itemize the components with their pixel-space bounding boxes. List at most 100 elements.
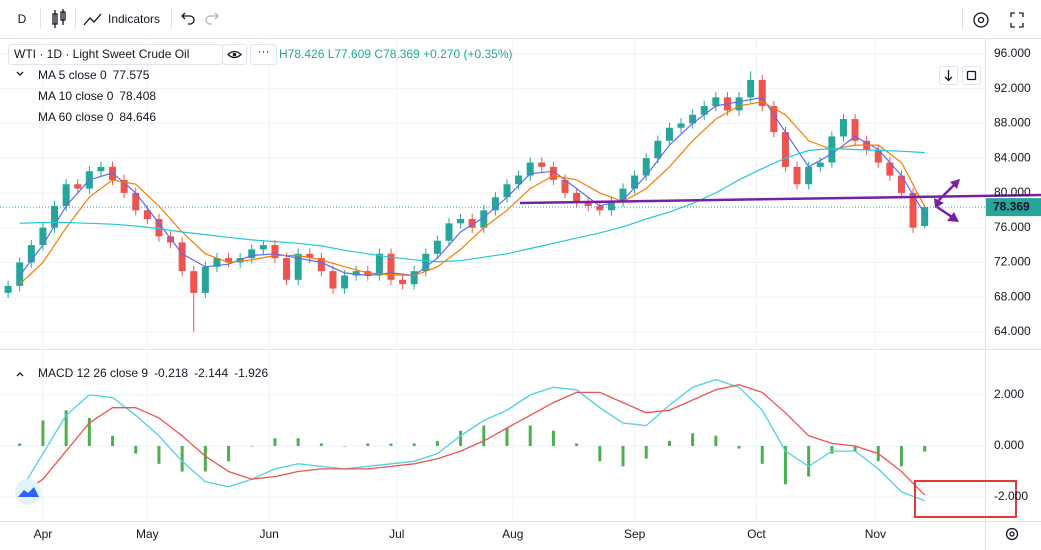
candle-body: [468, 219, 476, 228]
interval-button[interactable]: D: [18, 12, 27, 26]
candle-body: [584, 201, 592, 206]
candle-body: [387, 253, 395, 280]
candle-body: [294, 253, 302, 280]
candle-body: [596, 205, 604, 211]
histogram-bar: [41, 420, 45, 446]
candle-body: [491, 197, 499, 211]
histogram-bar: [505, 428, 509, 446]
candle-body: [573, 192, 581, 202]
trend-line-drawing[interactable]: [519, 179, 1041, 222]
x-tick-label: Jul: [389, 527, 404, 541]
candle-body: [909, 192, 917, 228]
candle-body: [433, 240, 441, 254]
logo-badge[interactable]: [15, 479, 41, 505]
candle-body: [422, 253, 430, 272]
y-tick-label: 80.000: [994, 185, 1031, 199]
macd-line: [19, 384, 926, 496]
histogram-bar: [87, 417, 91, 446]
candle-body: [561, 179, 569, 193]
histogram-bar: [18, 443, 22, 446]
histogram-bar: [807, 445, 811, 477]
y-tick-label: 88.000: [994, 116, 1031, 130]
histogram-bar: [319, 443, 323, 446]
collapse-button[interactable]: [16, 372, 24, 377]
candle-body: [642, 158, 650, 176]
candle-body: [793, 166, 801, 185]
histogram-bar: [250, 445, 254, 447]
candle-body: [51, 205, 59, 228]
candle-body: [120, 179, 128, 193]
undo-button[interactable]: [181, 12, 195, 25]
candle-body: [480, 210, 488, 228]
candle-body: [700, 106, 708, 115]
candle-body: [410, 271, 418, 285]
y-tick-label: -2.000: [994, 489, 1028, 503]
histogram-bar: [203, 445, 207, 472]
legend-label: MA 5 close 0: [38, 68, 107, 82]
candle-body: [190, 271, 198, 293]
price-label: 78.369: [993, 199, 1030, 213]
eye-icon: [227, 50, 242, 59]
candle-body: [851, 119, 859, 141]
histogram-bar: [598, 445, 602, 462]
candle-body: [74, 184, 82, 189]
marks: [0, 71, 985, 502]
y-tick-label: 96.000: [994, 46, 1031, 60]
candle-body: [897, 175, 905, 193]
candle-body: [503, 184, 511, 198]
histogram-bar: [296, 438, 300, 446]
collapse-button[interactable]: [16, 71, 24, 76]
candle-body: [921, 207, 929, 226]
candle-body: [352, 271, 360, 276]
ma-line: [19, 101, 926, 285]
axis-settings-button[interactable]: [1005, 527, 1019, 541]
histogram-bar: [551, 430, 555, 446]
indicators-icon[interactable]: [83, 13, 102, 26]
candle-body: [445, 223, 453, 241]
candle-body: [515, 175, 523, 185]
candle-body: [538, 162, 546, 167]
legend-value: -0.218: [154, 366, 188, 380]
candle-body: [178, 242, 186, 272]
settings-button[interactable]: [973, 12, 989, 28]
indicators-button[interactable]: Indicators: [108, 12, 160, 26]
candle-body: [816, 162, 824, 167]
candle-body: [631, 175, 639, 189]
candle-body: [805, 166, 813, 185]
histogram-bar: [714, 435, 718, 446]
redo-button[interactable]: [205, 12, 219, 25]
arrow-icon: [944, 70, 953, 82]
maximize-button[interactable]: [962, 66, 981, 85]
more-button[interactable]: [250, 44, 277, 65]
candle-body: [758, 79, 766, 107]
chart-type-button[interactable]: [52, 9, 66, 28]
histogram-bar: [853, 445, 857, 452]
histogram-bar: [157, 445, 161, 464]
histogram-bar: [737, 445, 741, 449]
histogram-bar: [667, 440, 671, 446]
histogram-bar: [273, 438, 277, 446]
candle-body: [283, 258, 291, 280]
candle-body: [399, 279, 407, 285]
candle-body: [735, 97, 743, 111]
candle-body: [225, 258, 233, 263]
legend-value: -2.144: [194, 366, 228, 380]
candle-body: [526, 162, 534, 176]
histogram-bar: [435, 440, 439, 446]
price-label-box: [986, 198, 1041, 217]
candle-body: [839, 119, 847, 137]
ma-line: [19, 147, 925, 263]
eye-icon: [232, 52, 237, 57]
histogram-bar: [180, 445, 184, 472]
candle-body: [306, 253, 314, 259]
fullscreen-button[interactable]: [1010, 12, 1024, 28]
y-tick-label: 76.000: [994, 220, 1031, 234]
histogram-bar: [343, 445, 347, 447]
histogram-bar: [389, 443, 393, 446]
candle-body: [712, 97, 720, 107]
macd-line: [19, 378, 925, 502]
legend-label: MA 60 close 0: [38, 110, 114, 124]
histogram-bar: [783, 445, 787, 485]
histogram-bar: [366, 443, 370, 446]
candle-body: [375, 253, 383, 276]
